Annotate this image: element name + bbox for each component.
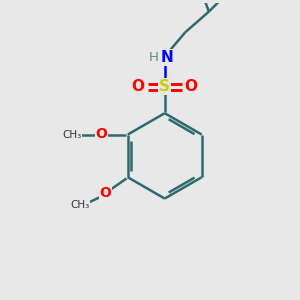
- Text: S: S: [159, 79, 170, 94]
- Text: CH₃: CH₃: [62, 130, 81, 140]
- Text: H: H: [148, 51, 158, 64]
- Text: N: N: [161, 50, 173, 65]
- Text: O: O: [100, 186, 112, 200]
- Text: CH₃: CH₃: [70, 200, 89, 210]
- Text: O: O: [132, 79, 145, 94]
- Text: O: O: [185, 79, 198, 94]
- Text: O: O: [95, 127, 107, 141]
